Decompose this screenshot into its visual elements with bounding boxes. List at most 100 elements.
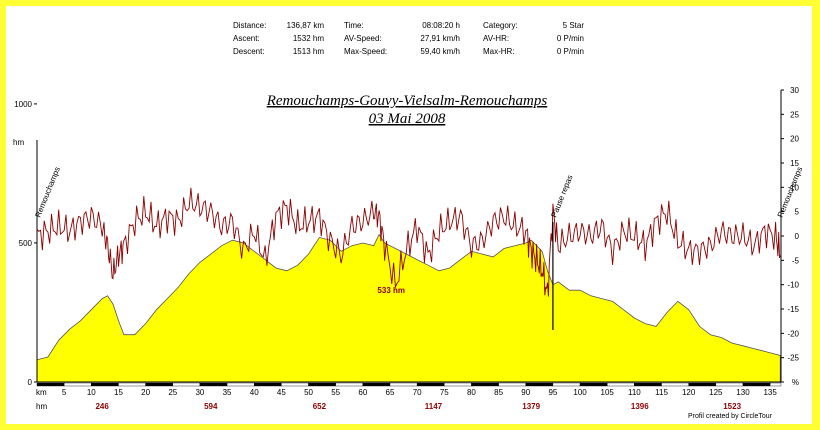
x-tick-label: 55 [331, 388, 340, 397]
maxhr-value: 0 P/min [557, 47, 584, 56]
km-ruler-segment [525, 382, 554, 387]
x-axis-km-label: km [36, 388, 47, 397]
time-label: Time: [344, 21, 364, 30]
x-tick-label: 125 [709, 388, 723, 397]
km-ruler-segment [444, 382, 472, 387]
annotation-label: Remouchamps [776, 165, 805, 218]
category-value: 5 Star [563, 21, 585, 30]
distance-label: Distance: [233, 21, 266, 30]
hm-marker-label: 1396 [631, 402, 649, 411]
hm-markers-layer: 246 594 652 1147 1379 1396 1523 [95, 402, 741, 411]
distance-value: 136,87 km [287, 21, 325, 30]
y2-tick-label: -5 [792, 256, 800, 265]
x-tick-label: 70 [413, 388, 422, 397]
x-tick-label: 10 [87, 388, 96, 397]
gradient-line [36, 187, 781, 297]
hm-marker-label: 652 [313, 402, 327, 411]
ascent-label: Ascent: [233, 34, 260, 43]
x-tick-label: 50 [304, 388, 313, 397]
km-ruler-segment [199, 382, 228, 387]
x-tick-label: 80 [467, 388, 476, 397]
x-tick-label: 135 [763, 388, 777, 397]
km-ruler-segment [389, 382, 418, 387]
max-elevation-label: 533 hm [377, 286, 405, 295]
x-tick-label: 35 [223, 388, 232, 397]
km-ruler-segment [498, 382, 526, 387]
km-ruler-segment [254, 382, 282, 387]
x-tick-label: 15 [114, 388, 123, 397]
y2-tick-label: 0 [795, 232, 800, 241]
x-tick-label: 5 [62, 388, 67, 397]
km-ruler-segment [607, 382, 635, 387]
hm-marker-label: 1379 [522, 402, 540, 411]
descent-value: 1513 hm [293, 47, 324, 56]
km-ruler-segment [63, 382, 92, 387]
y2-tick-label: 15 [790, 159, 799, 168]
x-tick-label: 75 [440, 388, 449, 397]
stats-header: Distance: 136,87 km Ascent: 1532 hm Desc… [233, 21, 584, 56]
gradient-line-layer [36, 187, 781, 297]
chart-title: Remouchamps-Gouvy-Vielsalm-Remouchamps [266, 93, 548, 109]
y2-tick-label: 5 [795, 208, 800, 217]
x-tick-label: 90 [521, 388, 530, 397]
x-tick-label: 40 [250, 388, 259, 397]
avspeed-value: 27,91 km/h [420, 34, 460, 43]
annotation-label: Pause repas [549, 174, 574, 219]
x-tick-label: 20 [141, 388, 150, 397]
km-ruler-segment [715, 382, 744, 387]
hm-marker-label: 1147 [425, 402, 443, 411]
x-tick-label: 105 [601, 388, 615, 397]
hm-marker-label: 246 [95, 402, 109, 411]
x-tick-label: 115 [655, 388, 668, 397]
y2-tick-label: 20 [790, 135, 799, 144]
x-tick-label: 95 [548, 388, 557, 397]
km-ruler-segment [36, 382, 65, 387]
km-ruler-segment [416, 382, 445, 387]
category-label: Category: [483, 21, 518, 30]
km-ruler-segment [145, 382, 173, 387]
y2-tick-label: 10 [790, 183, 799, 192]
hm-row-label: hm [36, 402, 47, 411]
km-ruler-segment [688, 382, 717, 387]
x-ticks-layer: 5 10 15 20 25 30 35 40 45 50 55 60 65 70 75 80 85 90 95 100… [62, 388, 777, 397]
y-tick-label: 1000 [14, 100, 32, 109]
x-tick-label: 130 [736, 388, 750, 397]
y2-tick-label: -10 [787, 281, 799, 290]
x-tick-label: 65 [386, 388, 395, 397]
y-tick-label: 0 [28, 378, 33, 387]
km-ruler-segment [226, 382, 255, 387]
elevation-area-layer [36, 233, 781, 383]
km-ruler-segment [471, 382, 499, 387]
x-tick-label: 110 [628, 388, 641, 397]
annotation-label: Remouchamps [34, 165, 63, 218]
km-ruler-segment [634, 382, 662, 387]
hm-marker-label: 594 [204, 402, 218, 411]
hm-marker-label: 1523 [723, 402, 741, 411]
maxhr-label: Max-HR: [483, 47, 515, 56]
y-ticks-layer: 0 500 1000 [14, 100, 37, 387]
x-tick-label: 45 [277, 388, 286, 397]
x-tick-label: 60 [358, 388, 367, 397]
km-ruler-segment [281, 382, 309, 387]
chart-subtitle: 03 Mai 2008 [369, 111, 446, 127]
km-ruler-segment [172, 382, 201, 387]
elevation-area [36, 233, 781, 383]
x-tick-label: 30 [195, 388, 204, 397]
y2-tick-label: -15 [787, 305, 799, 314]
x-tick-label: 120 [682, 388, 696, 397]
km-ruler-segment [769, 382, 782, 387]
y2-ticks-layer: 30 25 20 15 10 5 0 -5 -10 -15 -20 -25% [781, 86, 800, 387]
y2-tick-label: -25 [787, 354, 799, 363]
axes-layer [36, 90, 782, 387]
km-ruler-segment [579, 382, 608, 387]
avhr-label: AV-HR: [483, 34, 509, 43]
km-ruler-segment [308, 382, 336, 387]
maxspeed-value: 59,40 km/h [420, 47, 460, 56]
km-ruler-segment [742, 382, 771, 387]
descent-label: Descent: [233, 47, 265, 56]
y2-tick-label: 30 [790, 86, 799, 95]
km-ruler-segment [118, 382, 146, 387]
km-ruler-segment [362, 382, 391, 387]
ascent-value: 1532 hm [293, 34, 324, 43]
